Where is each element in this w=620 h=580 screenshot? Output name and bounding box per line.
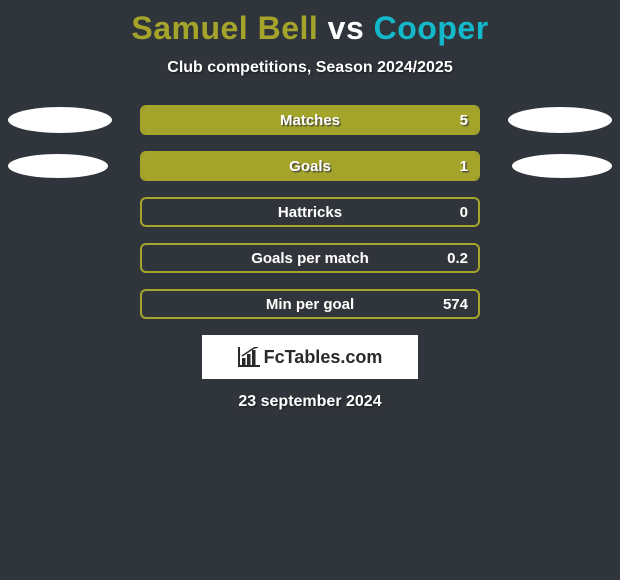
bar-value: 1 (460, 153, 468, 179)
left-ellipse (8, 154, 108, 178)
bar-chart-icon (238, 347, 260, 367)
bar-label: Min per goal (142, 291, 478, 317)
bar-value: 574 (443, 291, 468, 317)
logo-text: FcTables.com (264, 347, 383, 368)
left-ellipse (8, 107, 112, 133)
bar-value: 0 (460, 199, 468, 225)
bar-label: Hattricks (142, 199, 478, 225)
right-ellipse (512, 154, 612, 178)
vs-text: vs (328, 10, 365, 46)
stat-row: Min per goal574 (0, 289, 620, 319)
logo-inner: FcTables.com (238, 347, 383, 368)
player1-name: Samuel Bell (131, 10, 318, 46)
stat-row: Matches5 (0, 105, 620, 135)
bar-label: Matches (142, 107, 478, 133)
date-text: 23 september 2024 (0, 393, 620, 411)
bar-value: 5 (460, 107, 468, 133)
bar-track: Matches5 (140, 105, 480, 135)
right-ellipse (508, 107, 612, 133)
bar-track: Goals per match0.2 (140, 243, 480, 273)
stats-rows: Matches5Goals1Hattricks0Goals per match0… (0, 105, 620, 319)
subtitle: Club competitions, Season 2024/2025 (0, 59, 620, 77)
bar-track: Min per goal574 (140, 289, 480, 319)
fctables-logo: FcTables.com (202, 335, 418, 379)
page-title: Samuel Bell vs Cooper (0, 0, 620, 47)
stat-row: Goals1 (0, 151, 620, 181)
bar-track: Hattricks0 (140, 197, 480, 227)
stat-row: Hattricks0 (0, 197, 620, 227)
bar-value: 0.2 (447, 245, 468, 271)
bar-label: Goals per match (142, 245, 478, 271)
player2-name: Cooper (374, 10, 489, 46)
bar-track: Goals1 (140, 151, 480, 181)
stat-row: Goals per match0.2 (0, 243, 620, 273)
bar-label: Goals (142, 153, 478, 179)
